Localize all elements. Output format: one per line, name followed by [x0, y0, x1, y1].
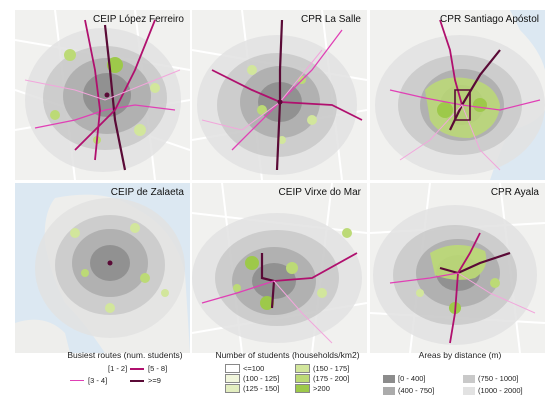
legend-density-item: (100 - 125]	[225, 374, 279, 383]
legend-routes-title: Busiest routes (num. students)	[67, 350, 183, 360]
route-swatch-2	[70, 380, 84, 381]
map-la-salle	[192, 10, 367, 180]
map-panel-lopez-ferreiro[interactable]: CEIP López Ferreiro	[15, 10, 190, 180]
density-swatch	[225, 384, 240, 393]
legend-density-title: Number of students (households/km2)	[215, 350, 360, 360]
legend-density-item: (175 - 200]	[295, 374, 349, 383]
legend-distance-title: Areas by distance (m)	[418, 350, 502, 360]
distance-swatch	[463, 374, 475, 383]
legend-route-item: [3 - 4]	[70, 376, 107, 385]
panel-title: CEIP Virxe do Mar	[278, 187, 361, 198]
panel-title: CEIP de Zalaeta	[110, 187, 184, 198]
map-virxe-do-mar	[192, 183, 367, 353]
density-swatch	[295, 374, 310, 383]
legend-density: Number of students (households/km2) <=10…	[205, 350, 370, 410]
legend-distance-item: (750 - 1000]	[463, 374, 518, 383]
map-zalaeta	[15, 183, 190, 353]
panel-title: CEIP López Ferreiro	[93, 14, 184, 25]
map-santiago-apostol	[370, 10, 545, 180]
legend-route-item: [1 - 2]	[108, 364, 128, 373]
panel-title: CPR La Salle	[300, 14, 361, 25]
legend-routes: Busiest routes (num. students) [1 - 2] […	[50, 350, 200, 410]
legend-distance-item: [0 - 400]	[383, 374, 426, 383]
legend-route-item: [5 - 8]	[130, 364, 167, 373]
density-swatch	[225, 364, 240, 373]
map-panel-la-salle[interactable]: CPR La Salle	[192, 10, 367, 180]
density-swatch	[225, 374, 240, 383]
map-ayala	[370, 183, 545, 353]
legend-density-item: (150 - 175]	[295, 364, 349, 373]
map-panel-zalaeta[interactable]: CEIP de Zalaeta	[15, 183, 190, 353]
legend-distance-item: (400 - 750]	[383, 386, 434, 395]
map-panel-ayala[interactable]: CPR Ayala	[370, 183, 545, 353]
legend-route-item: >=9	[130, 376, 161, 385]
map-panel-santiago-apostol[interactable]: CPR Santiago Apóstol	[370, 10, 545, 180]
panel-title: CPR Ayala	[490, 187, 539, 198]
legend-distance: Areas by distance (m) [0 - 400] (400 - 7…	[375, 350, 545, 410]
legend-distance-item: (1000 - 2000]	[463, 386, 523, 395]
distance-swatch	[463, 386, 475, 395]
map-panel-virxe-do-mar[interactable]: CEIP Virxe do Mar	[192, 183, 367, 353]
route-swatch-4	[130, 379, 144, 382]
density-swatch	[295, 364, 310, 373]
legend-density-item: >200	[295, 384, 330, 393]
legend-density-item: <=100	[225, 364, 264, 373]
density-swatch	[295, 384, 310, 393]
route-swatch-3	[130, 367, 144, 370]
map-lopez-ferreiro	[15, 10, 190, 180]
distance-swatch	[383, 386, 395, 395]
legend-density-item: (125 - 150]	[225, 384, 279, 393]
panel-title: CPR Santiago Apóstol	[440, 14, 539, 25]
distance-swatch	[383, 374, 395, 383]
